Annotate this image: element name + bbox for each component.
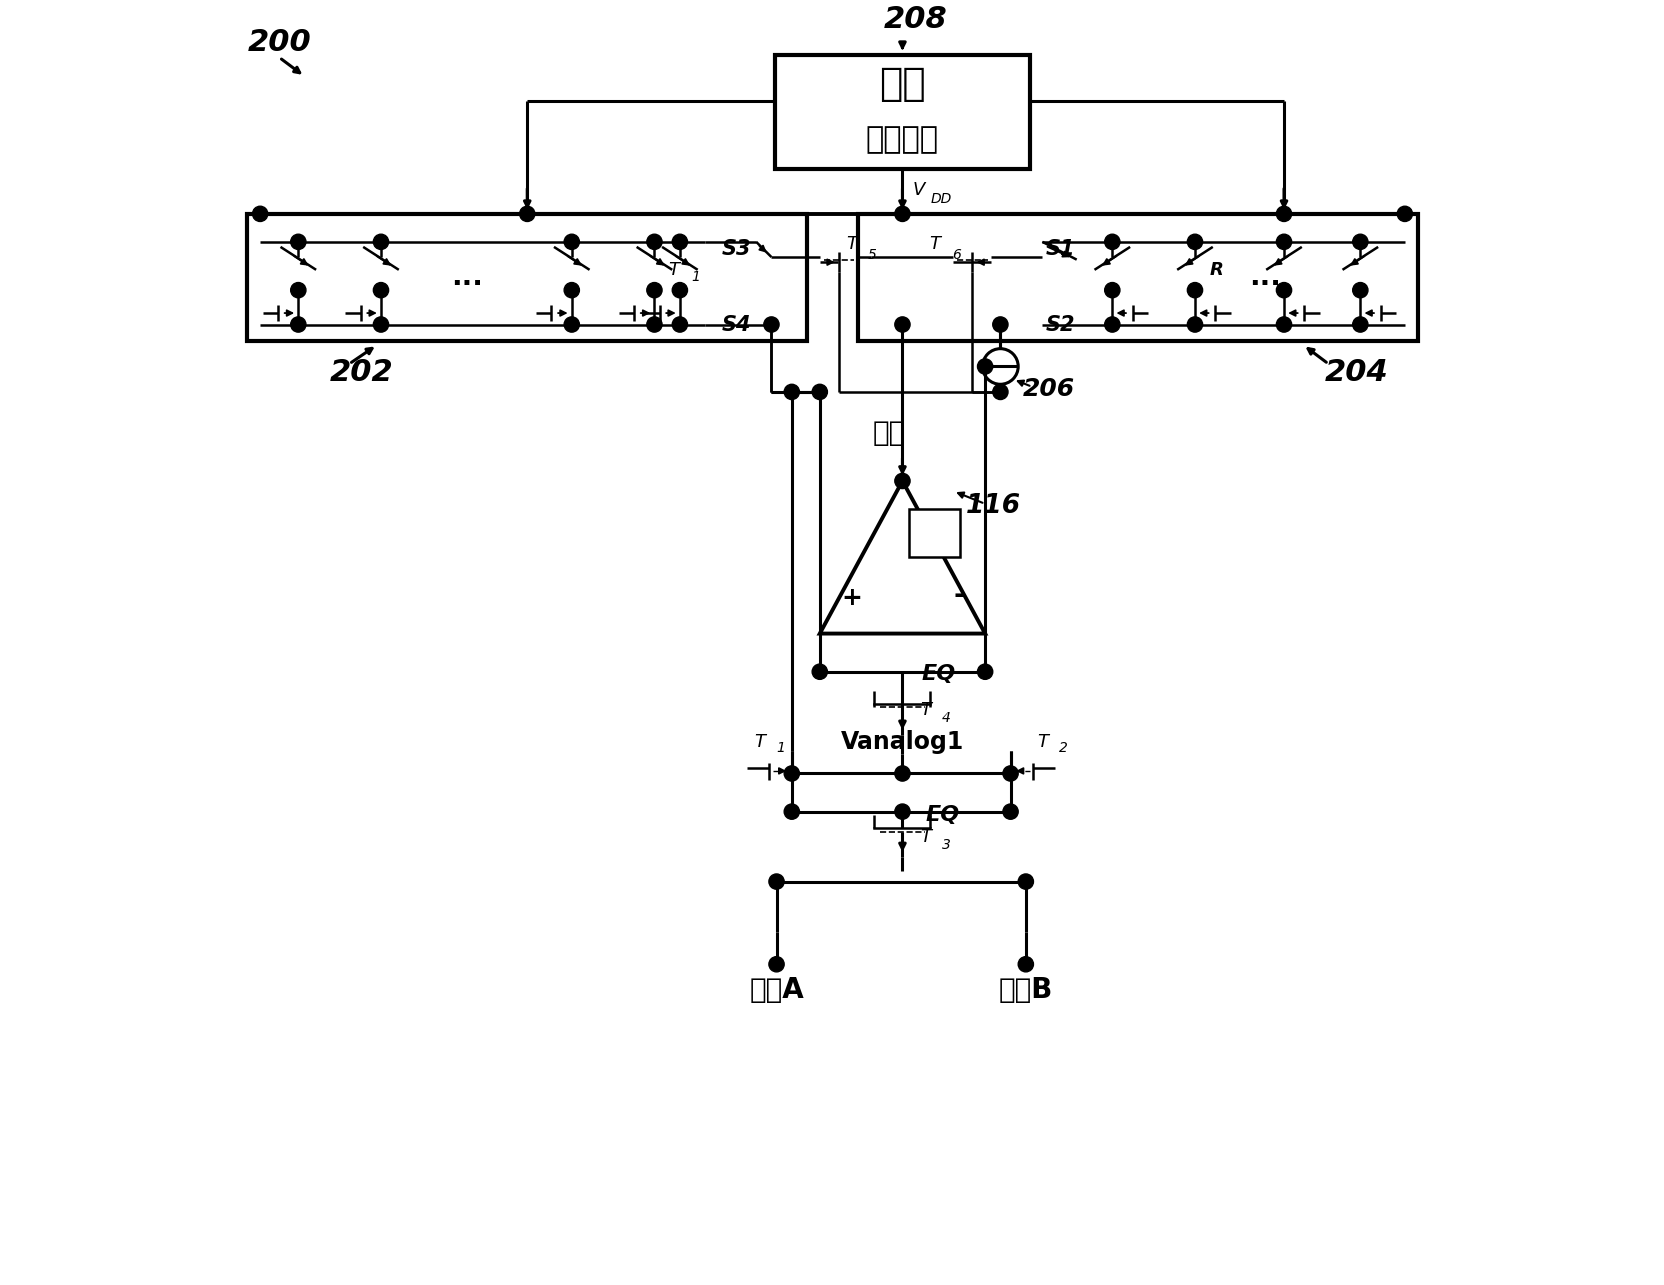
- Circle shape: [672, 234, 687, 249]
- Circle shape: [1186, 283, 1201, 298]
- Circle shape: [1396, 206, 1411, 221]
- Text: S3: S3: [722, 239, 750, 260]
- Circle shape: [1351, 317, 1368, 332]
- Text: T: T: [845, 235, 857, 253]
- Text: 输入B: 输入B: [998, 975, 1052, 1004]
- Text: Vanalog1: Vanalog1: [840, 730, 963, 754]
- Text: 控制单元: 控制单元: [865, 126, 938, 154]
- Circle shape: [992, 384, 1007, 400]
- Circle shape: [977, 664, 992, 680]
- Text: -: -: [953, 581, 965, 609]
- Circle shape: [784, 766, 799, 781]
- Circle shape: [764, 317, 779, 332]
- Text: 202: 202: [329, 359, 394, 387]
- Circle shape: [992, 317, 1007, 332]
- Circle shape: [373, 317, 388, 332]
- Text: 输出: 输出: [872, 419, 905, 447]
- Circle shape: [769, 956, 784, 971]
- Text: S1: S1: [1045, 239, 1075, 260]
- Text: 1: 1: [775, 741, 785, 756]
- Text: T: T: [919, 700, 930, 718]
- Circle shape: [1018, 874, 1033, 889]
- Circle shape: [1276, 234, 1291, 249]
- Text: +: +: [840, 586, 862, 610]
- Circle shape: [1276, 206, 1291, 221]
- Text: S4: S4: [722, 315, 750, 334]
- Text: ...: ...: [451, 263, 483, 292]
- Text: 输入A: 输入A: [749, 975, 804, 1004]
- Circle shape: [1276, 317, 1291, 332]
- Text: V: V: [912, 181, 925, 199]
- Circle shape: [519, 206, 534, 221]
- Text: 116: 116: [965, 493, 1020, 519]
- Circle shape: [1103, 317, 1120, 332]
- Text: S2: S2: [1045, 315, 1075, 334]
- Bar: [857, 213, 1416, 341]
- Text: 3: 3: [942, 838, 950, 852]
- Text: 204: 204: [1325, 359, 1388, 387]
- Circle shape: [646, 283, 662, 298]
- Text: 200: 200: [248, 28, 311, 57]
- Text: DD: DD: [930, 193, 952, 206]
- Circle shape: [784, 384, 799, 400]
- Text: T: T: [667, 261, 679, 279]
- Text: T: T: [1037, 732, 1047, 750]
- Circle shape: [291, 283, 306, 298]
- Circle shape: [894, 206, 910, 221]
- Text: ...: ...: [1248, 263, 1280, 292]
- Text: EQ: EQ: [920, 664, 955, 685]
- Circle shape: [812, 384, 827, 400]
- Circle shape: [564, 283, 579, 298]
- Text: 1: 1: [691, 270, 701, 284]
- Circle shape: [1186, 317, 1201, 332]
- Circle shape: [1018, 956, 1033, 971]
- Text: 开关: 开关: [879, 66, 925, 103]
- Circle shape: [291, 234, 306, 249]
- Circle shape: [1002, 766, 1018, 781]
- Text: T: T: [919, 828, 930, 846]
- Circle shape: [1351, 283, 1368, 298]
- Bar: [775, 55, 1028, 170]
- Circle shape: [894, 766, 910, 781]
- Circle shape: [253, 206, 268, 221]
- Text: T: T: [929, 235, 938, 253]
- Circle shape: [894, 317, 910, 332]
- Text: T: T: [754, 732, 765, 750]
- Circle shape: [1276, 283, 1291, 298]
- Text: EQ: EQ: [925, 806, 958, 825]
- Circle shape: [1002, 804, 1018, 820]
- Circle shape: [1186, 234, 1201, 249]
- Text: R: R: [1210, 261, 1223, 279]
- Circle shape: [373, 234, 388, 249]
- Bar: [248, 213, 807, 341]
- Circle shape: [1103, 283, 1120, 298]
- Text: 5: 5: [867, 248, 877, 262]
- Circle shape: [812, 664, 827, 680]
- Bar: [909, 509, 958, 558]
- Circle shape: [564, 317, 579, 332]
- Circle shape: [646, 234, 662, 249]
- Circle shape: [1351, 234, 1368, 249]
- Circle shape: [769, 874, 784, 889]
- Circle shape: [646, 317, 662, 332]
- Text: 4: 4: [942, 711, 950, 725]
- Circle shape: [784, 804, 799, 820]
- Circle shape: [672, 317, 687, 332]
- Text: 208: 208: [884, 5, 947, 33]
- Circle shape: [894, 804, 910, 820]
- Text: 2: 2: [1058, 741, 1067, 756]
- Circle shape: [977, 359, 992, 374]
- Text: 6: 6: [952, 248, 960, 262]
- Circle shape: [291, 317, 306, 332]
- Circle shape: [672, 283, 687, 298]
- Circle shape: [373, 283, 388, 298]
- Text: 206: 206: [1023, 378, 1075, 401]
- Circle shape: [1103, 234, 1120, 249]
- Circle shape: [564, 234, 579, 249]
- Circle shape: [894, 473, 910, 488]
